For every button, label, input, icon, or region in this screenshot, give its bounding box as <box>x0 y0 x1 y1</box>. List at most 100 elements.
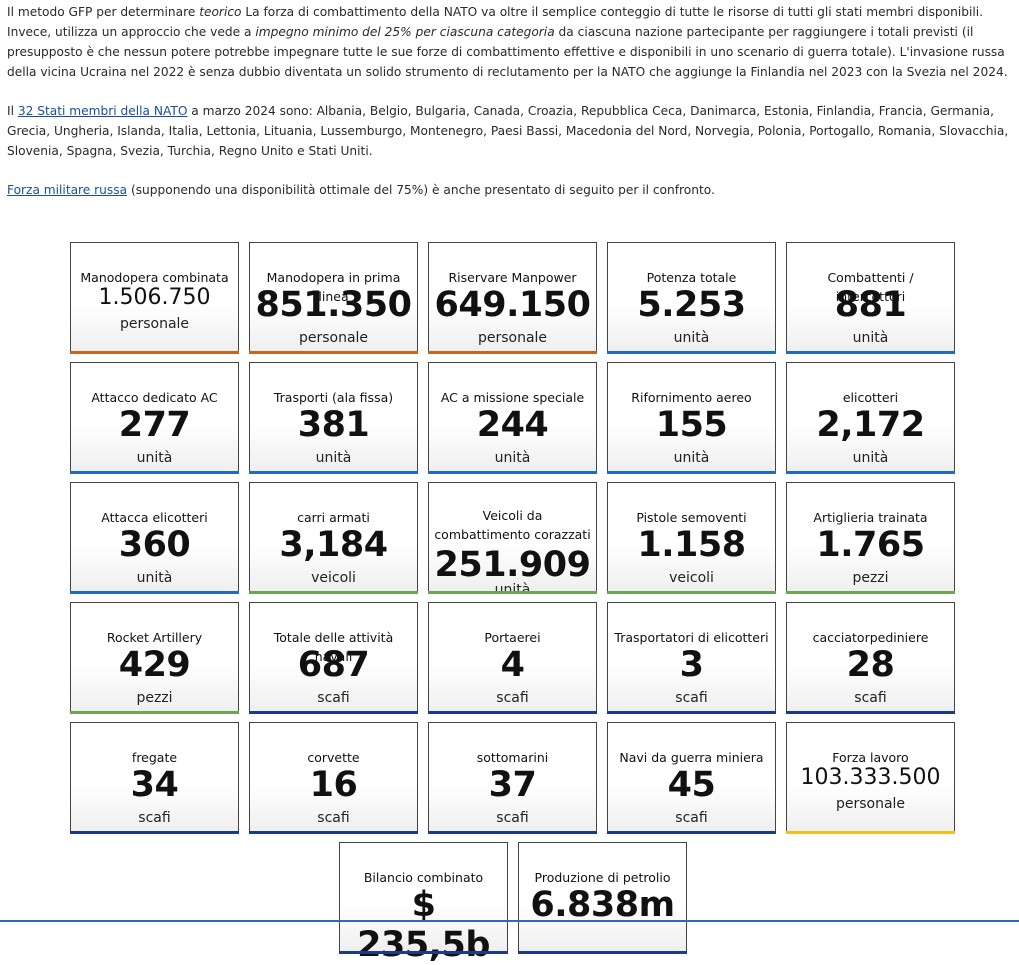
stat-card-accent-bar <box>786 591 955 594</box>
stat-card-value: 851.350 <box>255 285 412 325</box>
nato-members-link[interactable]: 32 Stati membri della NATO <box>17 104 188 118</box>
stat-card-accent-bar <box>428 831 597 834</box>
stat-card-unit: pezzi <box>852 570 889 586</box>
stat-card-unit: veicoli <box>311 570 356 586</box>
stat-card-value: 155 <box>655 405 728 445</box>
stat-card-unit: unità <box>673 450 710 466</box>
stat-card-accent-bar <box>70 711 239 714</box>
stat-card-label: Manodopera in prima linea <box>266 270 401 304</box>
stat-card-value: 16 <box>309 765 358 805</box>
stat-card-value: 3 <box>679 645 704 685</box>
stat-card-label: fregate <box>131 750 178 765</box>
stat-card-value: 34 <box>130 765 179 805</box>
stat-card-unit: unità <box>136 570 173 586</box>
stat-card: Combattenti / intercettori 881 unità <box>786 242 955 354</box>
russia-military-link[interactable]: Forza militare russa <box>7 183 128 197</box>
stat-card-value: 360 <box>118 525 191 565</box>
stat-card-value: 429 <box>118 645 191 685</box>
stat-card-accent-bar <box>249 471 418 474</box>
stat-card-label: Attacca elicotteri <box>101 510 208 525</box>
stat-card-label: AC a missione speciale <box>440 390 585 405</box>
stat-card-accent-bar <box>249 711 418 714</box>
stat-card-value: 2,172 <box>816 405 925 445</box>
stat-card-label: carri armati <box>297 510 370 525</box>
stat-card-value: 103.333.500 <box>800 765 941 790</box>
page-bottom-border <box>0 920 1019 922</box>
stat-card-accent-bar <box>607 471 776 474</box>
stat-card-label: Forza lavoro <box>832 750 909 765</box>
stat-card: fregate 34 scafi <box>70 722 239 834</box>
stat-card: Rocket Artillery 429 pezzi <box>70 602 239 714</box>
stat-card-label: Riservare Manpower <box>448 270 577 285</box>
stat-card: sottomarini 37 scafi <box>428 722 597 834</box>
stat-card-unit: unità <box>315 450 352 466</box>
stat-card-value: 1.506.750 <box>98 285 211 310</box>
stat-card-accent-bar <box>428 471 597 474</box>
stat-card-value: 3,184 <box>279 525 388 565</box>
stat-card-label: Portaerei <box>484 630 541 645</box>
stat-card: Totale delle attività navali 687 scafi <box>249 602 418 714</box>
stat-card-accent-bar <box>249 831 418 834</box>
stat-card-unit: scafi <box>496 810 529 826</box>
stat-card-value: 1.158 <box>637 525 746 565</box>
stat-card-unit: personale <box>119 316 190 332</box>
stat-card-accent-bar <box>70 471 239 474</box>
stat-card-accent-bar <box>607 591 776 594</box>
stat-card-unit: scafi <box>675 690 708 706</box>
stat-card-label: Trasportatori di elicotteri <box>614 630 769 645</box>
stat-card-unit: unità <box>673 330 710 346</box>
stat-card: Trasportatori di elicotteri 3 scafi <box>607 602 776 714</box>
stat-card-label: Trasporti (ala fissa) <box>273 390 394 405</box>
stat-card-label: Totale delle attività navali <box>273 630 394 664</box>
stat-card-value: 45 <box>667 765 716 805</box>
stat-card-accent-bar <box>607 711 776 714</box>
stat-card: Bilancio combinato $ 235,5b <box>339 842 508 965</box>
stat-card-label: sottomarini <box>476 750 549 765</box>
stat-card-accent-bar <box>428 591 597 594</box>
intro-text: Il metodo GFP per determinare teorico La… <box>7 0 1013 219</box>
stat-card-label: elicotteri <box>842 390 899 405</box>
stat-card-label: Bilancio combinato <box>363 870 484 885</box>
stat-card-label: Potenza totale <box>646 270 737 285</box>
stat-card: Attacca elicotteri 360 unità <box>70 482 239 594</box>
stat-card-label: Artiglieria trainata <box>813 510 928 525</box>
stat-card: Manodopera combinata 1.506.750 personale <box>70 242 239 354</box>
stat-card: Potenza totale 5.253 unità <box>607 242 776 354</box>
stat-card-label: Produzione di petrolio <box>534 870 671 885</box>
stat-card-label: cacciatorpediniere <box>812 630 929 645</box>
stat-card: Manodopera in prima linea 851.350 personal… <box>249 242 418 354</box>
stat-card-unit: unità <box>852 450 889 466</box>
stat-card-accent-bar <box>607 351 776 354</box>
stat-card-accent-bar <box>428 351 597 354</box>
stat-card-value: 4 <box>500 645 525 685</box>
stat-card-label: Veicoli da combattimento corazzati <box>434 508 591 542</box>
stat-card-accent-bar <box>70 591 239 594</box>
stat-card-value: 5.253 <box>637 285 746 325</box>
stat-card-value: 37 <box>488 765 537 805</box>
stat-card-label: Attacco dedicato AC <box>91 390 218 405</box>
stat-card-value: 687 <box>297 645 370 685</box>
stat-card-label: Combattenti / intercettori <box>827 270 914 304</box>
stat-card-unit: pezzi <box>136 690 173 706</box>
stat-card: Attacco dedicato AC 277 unità <box>70 362 239 474</box>
stat-card-unit: scafi <box>138 810 171 826</box>
stat-card: Portaerei 4 scafi <box>428 602 597 714</box>
stat-card-accent-bar <box>786 831 955 834</box>
stat-card-label: Rifornimento aereo <box>631 390 752 405</box>
stat-card: corvette 16 scafi <box>249 722 418 834</box>
stat-card: Forza lavoro 103.333.500 personale <box>786 722 955 834</box>
stat-card-unit: personale <box>835 796 906 812</box>
stat-card: Navi da guerra miniera 45 scafi <box>607 722 776 834</box>
stat-card-unit: unità <box>136 450 173 466</box>
stat-card-accent-bar <box>428 711 597 714</box>
stat-card: elicotteri 2,172 unità <box>786 362 955 474</box>
stat-card-accent-bar <box>249 351 418 354</box>
stat-card-label: Rocket Artillery <box>106 630 203 645</box>
stat-card-unit: personale <box>477 330 548 346</box>
stat-card-label: Manodopera combinata <box>80 270 229 285</box>
stat-card-unit: scafi <box>675 810 708 826</box>
stat-card-accent-bar <box>786 351 955 354</box>
stat-card-value: 649.150 <box>434 285 591 325</box>
stat-card: carri armati 3,184 veicoli <box>249 482 418 594</box>
stat-card-value: 1.765 <box>816 525 925 565</box>
